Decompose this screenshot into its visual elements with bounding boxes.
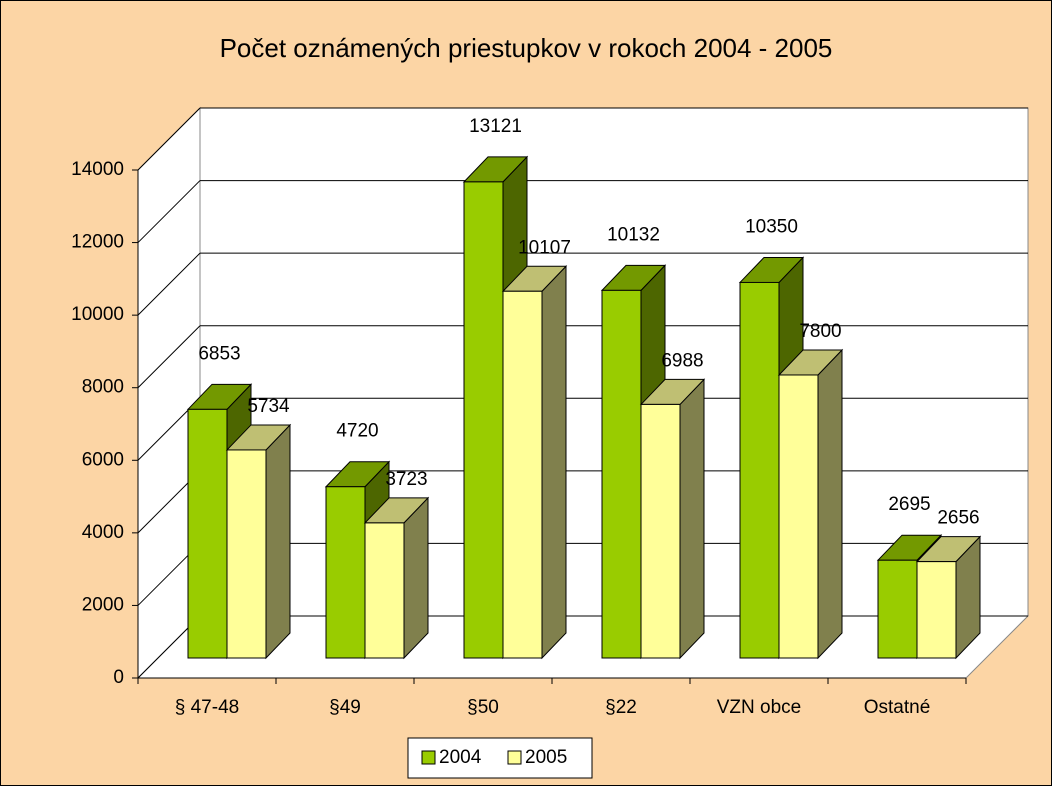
bar — [601, 289, 642, 659]
x-tick-label: Ostatné — [864, 697, 931, 718]
data-label: 5734 — [247, 396, 290, 417]
data-label: 7800 — [799, 321, 841, 342]
grid-line — [137, 107, 201, 171]
y-tick-label: 14000 — [71, 159, 124, 180]
bar — [877, 559, 918, 659]
legend-swatch — [507, 750, 522, 765]
data-label: 2695 — [888, 494, 930, 515]
bar — [463, 181, 504, 659]
x-tick-label: §50 — [467, 697, 499, 718]
bar — [640, 403, 681, 659]
bar — [739, 281, 780, 659]
grid-line — [137, 180, 201, 243]
data-label: 2656 — [937, 508, 979, 529]
bar-side — [265, 423, 291, 660]
data-label: 10132 — [607, 224, 660, 245]
data-label: 4720 — [336, 421, 378, 442]
y-tick-label: 4000 — [82, 522, 124, 543]
bar — [187, 408, 228, 659]
bar — [325, 486, 366, 659]
y-tick-label: 6000 — [82, 449, 124, 470]
y-tick-label: 0 — [113, 667, 124, 688]
legend — [407, 737, 593, 779]
x-tick-label: § 47-48 — [175, 697, 239, 718]
bar-side — [679, 378, 705, 660]
legend-label: 2004 — [439, 747, 482, 768]
y-tick-label: 10000 — [71, 304, 124, 325]
data-label: 3723 — [385, 469, 427, 490]
y-tick-label: 8000 — [82, 377, 124, 398]
x-tick-label: VZN obce — [717, 697, 801, 718]
y-tick-label: 12000 — [71, 232, 124, 253]
y-tick-label: 2000 — [82, 594, 124, 615]
data-label: 6988 — [661, 350, 703, 371]
x-tick-label: §49 — [329, 697, 361, 718]
x-tick-label: §22 — [605, 697, 637, 718]
data-label: 10107 — [518, 237, 571, 258]
bar — [502, 290, 543, 659]
bar-side — [817, 348, 843, 660]
grid-line — [137, 252, 201, 316]
bar — [364, 522, 405, 659]
bar-side — [541, 265, 567, 660]
data-label: 10350 — [745, 216, 798, 237]
grid-line — [137, 325, 201, 389]
legend-label: 2005 — [525, 747, 567, 768]
legend-swatch — [421, 750, 436, 765]
data-label: 13121 — [469, 116, 522, 137]
bar — [778, 374, 819, 659]
bar-side — [403, 496, 429, 660]
bar — [226, 449, 267, 659]
data-label: 6853 — [198, 343, 240, 364]
chart-title: Počet oznámených priestupkov v rokoch 20… — [220, 33, 833, 63]
bar — [916, 561, 957, 659]
